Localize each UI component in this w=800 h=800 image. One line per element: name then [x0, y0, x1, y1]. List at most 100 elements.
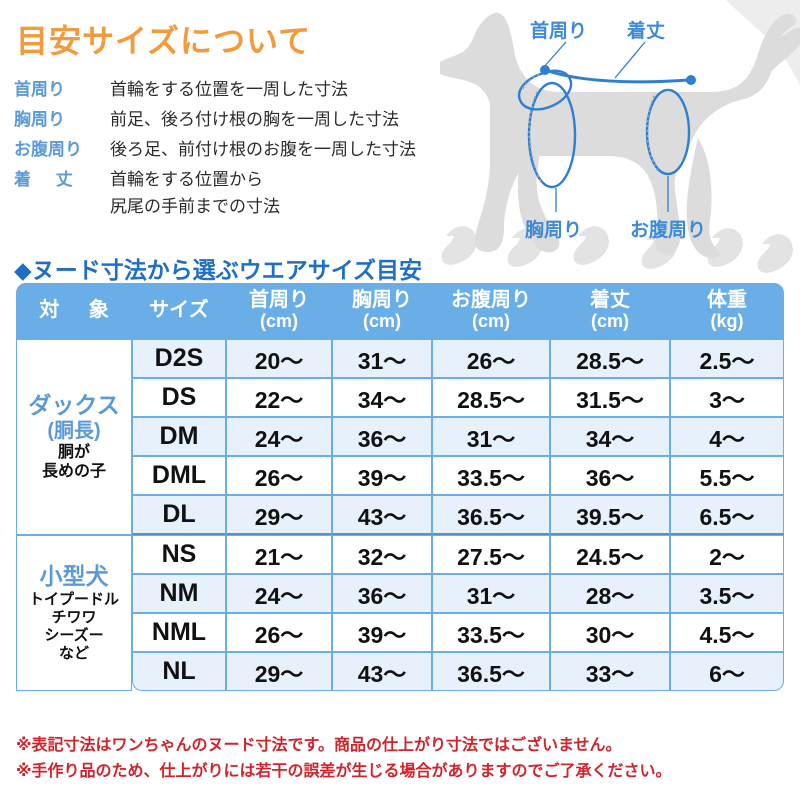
col-header-size: サイズ	[132, 283, 226, 339]
dog-measurement-diagram: 首周り 着丈 胸周り お腹周り	[440, 0, 800, 258]
legend-row-belly: お腹周り 後ろ足、前付け根のお腹を一周した寸法	[14, 136, 416, 163]
cell-size: NM	[132, 574, 226, 613]
cell-weight: 2.5〜	[670, 339, 784, 378]
col-header-neck: 首周り (cm)	[226, 283, 332, 339]
legend-row-length: 着 丈 首輪をする位置から 尻尾の手前までの寸法	[14, 166, 416, 220]
cell-belly: 31〜	[432, 574, 550, 613]
cell-chest: 36〜	[332, 574, 432, 613]
cell-length: 33〜	[550, 652, 670, 691]
group-note-dachshund-line2: 長めの子	[41, 463, 106, 481]
cell-chest: 31〜	[332, 339, 432, 378]
cell-size: NL	[132, 652, 226, 691]
col-header-target: 対 象	[16, 283, 132, 339]
cell-belly: 27.5〜	[432, 535, 550, 574]
legend-desc-belly: 後ろ足、前付け根のお腹を一周した寸法	[110, 140, 416, 159]
section-heading: ◆ヌード寸法から選ぶウエアサイズ目安	[14, 257, 422, 283]
col-header-neck-unit: (cm)	[259, 311, 298, 332]
cell-belly: 31〜	[432, 417, 550, 456]
col-header-size-label: サイズ	[149, 299, 209, 322]
footnote-1: ※表記寸法はワンちゃんのヌード寸法です。商品の仕上がり寸法ではございません。	[16, 737, 622, 754]
diagram-label-chest: 胸周り	[525, 218, 582, 241]
cell-size: NML	[132, 613, 226, 652]
cell-belly: 36.5〜	[432, 495, 550, 535]
legend-term-belly: お腹周り	[14, 140, 82, 159]
cell-neck: 21〜	[226, 535, 332, 574]
cell-length: 31.5〜	[550, 378, 670, 417]
col-header-chest: 胸周り (cm)	[332, 283, 432, 339]
cell-chest: 43〜	[332, 652, 432, 691]
col-header-belly-unit: (cm)	[471, 311, 510, 332]
legend-desc-neck: 首輪をする位置を一周した寸法	[110, 80, 348, 99]
group-title-small-dog: 小型犬	[39, 563, 109, 590]
table-row: NL 29〜 43〜 36.5〜 33〜 6〜	[16, 652, 784, 691]
legend-row-chest: 胸周り 前足、後ろ付け根の胸を一周した寸法	[14, 106, 416, 133]
cell-chest: 32〜	[332, 535, 432, 574]
cell-neck: 22〜	[226, 378, 332, 417]
cell-belly: 26〜	[432, 339, 550, 378]
cell-neck: 24〜	[226, 574, 332, 613]
cell-weight: 4.5〜	[670, 613, 784, 652]
col-header-weight-unit: (kg)	[710, 311, 744, 332]
cell-weight: 6〜	[670, 652, 784, 691]
group-note-small-dog-line4: など	[58, 644, 89, 662]
cell-neck: 26〜	[226, 613, 332, 652]
legend-term-chest: 胸周り	[14, 110, 65, 129]
cell-size: DS	[132, 378, 226, 417]
legend-term-length: 着 丈	[14, 170, 83, 189]
cell-belly: 33.5〜	[432, 613, 550, 652]
cell-chest: 39〜	[332, 456, 432, 495]
cell-neck: 26〜	[226, 456, 332, 495]
cell-chest: 39〜	[332, 613, 432, 652]
table-row: DL 29〜 43〜 36.5〜 39.5〜 6.5〜	[16, 495, 784, 535]
col-header-target-label: 対 象	[39, 299, 121, 322]
legend-desc-length: 首輪をする位置から	[110, 170, 263, 189]
legend-desc-chest: 前足、後ろ付け根の胸を一周した寸法	[110, 110, 399, 129]
measurement-legend: 首周り 首輪をする位置を一周した寸法 胸周り 前足、後ろ付け根の胸を一周した寸法…	[14, 76, 416, 223]
measurement-rings	[517, 68, 691, 189]
group-note-small-dog-line3: シーズー	[44, 626, 104, 644]
cell-size: DM	[132, 417, 226, 456]
cell-weight: 5.5〜	[670, 456, 784, 495]
footnotes: ※表記寸法はワンちゃんのヌード寸法です。商品の仕上がり寸法ではございません。 ※…	[16, 733, 672, 785]
col-header-chest-unit: (cm)	[362, 311, 401, 332]
table-row: DM 24〜 36〜 31〜 34〜 4〜	[16, 417, 784, 456]
group-note-dachshund-line1: 胴が	[57, 444, 90, 462]
page-title: 目安サイズについて	[16, 23, 312, 59]
cell-belly: 33.5〜	[432, 456, 550, 495]
table-row: ダックス (胴長) 胴が 長めの子 D2S 20〜 31〜 26〜 28.5〜 …	[16, 339, 784, 535]
footnote-2: ※手作り品のため、仕上がりには若干の誤差が生じる場合がありますのでご了承ください…	[16, 762, 672, 780]
cell-neck: 29〜	[226, 495, 332, 535]
diagram-label-belly: お腹周り	[630, 218, 706, 241]
cell-neck: 20〜	[226, 339, 332, 378]
cell-belly: 36.5〜	[432, 652, 550, 691]
diagram-label-neck: 首周り	[530, 19, 587, 42]
cell-chest: 36〜	[332, 417, 432, 456]
legend-desc-length-line2: 尻尾の手前までの寸法	[110, 197, 280, 216]
legend-term-neck: 首周り	[14, 80, 65, 99]
table-row: DML 26〜 39〜 33.5〜 36〜 5.5〜	[16, 456, 784, 495]
leader-lines	[542, 41, 669, 212]
cell-weight: 4〜	[670, 417, 784, 456]
cell-weight: 3〜	[670, 378, 784, 417]
cell-size: DL	[132, 495, 226, 535]
col-header-belly: お腹周り (cm)	[432, 283, 550, 339]
cell-weight: 2〜	[670, 535, 784, 574]
group-cell-small-dog: 小型犬 トイプードル チワワ シーズー など	[16, 535, 132, 691]
cell-length: 39.5〜	[550, 495, 670, 535]
group-subtitle-dachshund: (胴長)	[47, 419, 101, 442]
table-row: DS 22〜 34〜 28.5〜 31.5〜 3〜	[16, 378, 784, 417]
group-cell-dachshund: ダックス (胴長) 胴が 長めの子	[16, 339, 132, 535]
cell-length: 36〜	[550, 456, 670, 495]
diagram-labels: 首周り 着丈 胸周り お腹周り	[525, 19, 706, 241]
col-header-weight-label: 体重	[707, 289, 747, 312]
group-note-small-dog-line2: チワワ	[51, 608, 97, 626]
cell-chest: 43〜	[332, 495, 432, 535]
cell-length: 34〜	[550, 417, 670, 456]
table-header-row: 対 象 サイズ 首周り (cm) 胸周り (cm) お腹周り	[16, 283, 784, 339]
dog-silhouette-icon	[440, 12, 800, 258]
col-header-chest-label: 胸周り	[352, 289, 412, 312]
size-table-wrapper: 対 象 サイズ 首周り (cm) 胸周り (cm) お腹周り	[16, 283, 784, 691]
legend-row-neck: 首周り 首輪をする位置を一周した寸法	[14, 76, 416, 103]
cell-size: D2S	[132, 339, 226, 378]
